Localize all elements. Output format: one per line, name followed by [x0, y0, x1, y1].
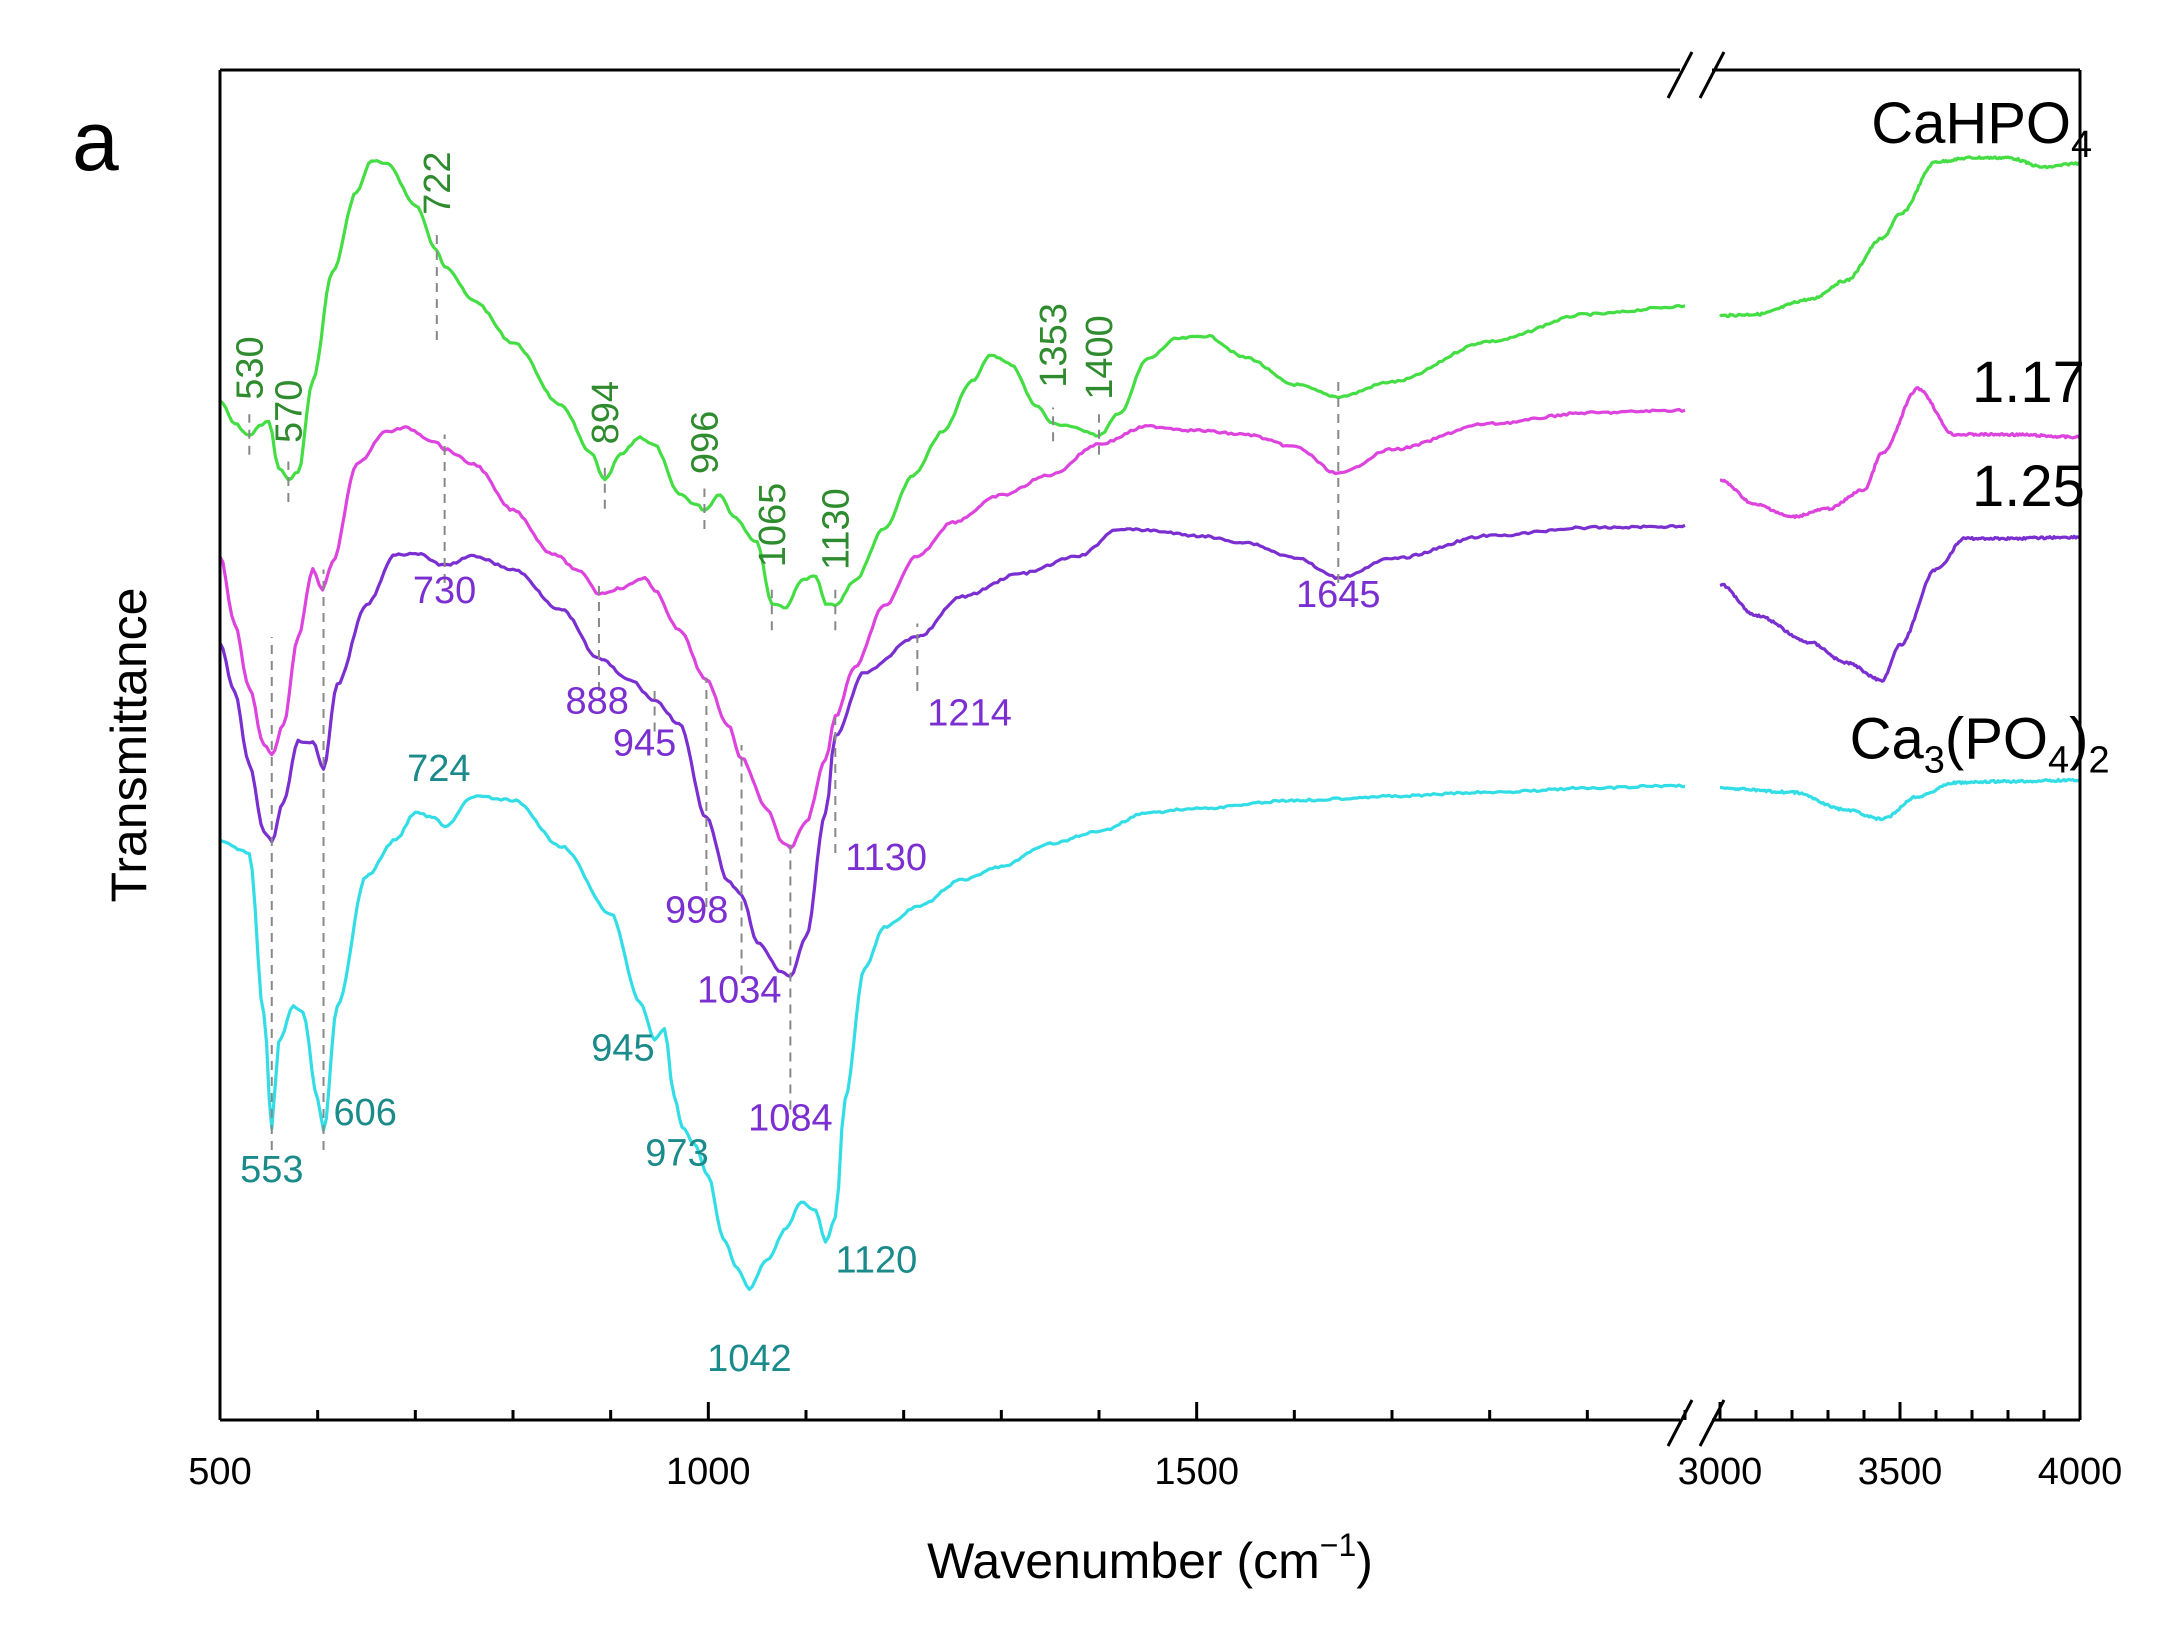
series-label-2: 1.25: [1972, 454, 2085, 519]
axes-frame: 500 1000 1500 3000 3500 4000: [188, 51, 2122, 1493]
axis-break-bottom: [1666, 1399, 1726, 1447]
axis-break-top: [1666, 51, 1726, 99]
peak-label-996: 996: [684, 411, 726, 474]
peak-label-973: 973: [645, 1133, 708, 1175]
peak-label-1065: 1065: [752, 483, 794, 568]
series-label-part: 4: [2048, 740, 2069, 782]
series-line-low-0: [218, 159, 1686, 610]
series-label-3: Ca3(PO4)2: [1850, 707, 2110, 782]
peak-label-1120: 1120: [836, 1239, 918, 1281]
panel-label: a: [72, 94, 119, 188]
peak-label-570: 570: [268, 380, 310, 443]
peak-label-894: 894: [585, 381, 627, 444]
series-label-1: 1.17: [1972, 350, 2085, 415]
series-line-high-3: [1719, 777, 2081, 822]
peak-label-1130: 1130: [815, 488, 857, 570]
series-1: [218, 386, 2082, 850]
x-axis-label-close: ): [1356, 1533, 1373, 1589]
series-layer: [218, 155, 2082, 1291]
series-2: [218, 523, 2081, 979]
peak-label-1042: 1042: [707, 1338, 792, 1380]
x-tick-label-1000: 1000: [666, 1451, 751, 1493]
series-0: [218, 155, 2081, 610]
series-label-main: CaHPO: [1871, 91, 2071, 156]
series-line-high-0: [1719, 155, 2081, 319]
series-label-part: Ca: [1850, 707, 1925, 772]
series-line-low-1: [218, 407, 1686, 850]
peak-label-888: 888: [565, 681, 628, 723]
peak-label-1130: 1130: [845, 837, 927, 879]
x-tick-label-500: 500: [188, 1451, 251, 1493]
peak-label-945: 945: [613, 722, 676, 764]
peak-label-1214: 1214: [927, 693, 1012, 735]
x-tick-layer: 500 1000 1500 3000 3500 4000: [188, 1402, 2122, 1493]
series-label-main: 1.25: [1972, 454, 2085, 519]
series-label-part: (PO: [1945, 707, 2048, 772]
x-axis-label: Wavenumber (cm−1): [927, 1527, 1373, 1589]
series-label-sub: 4: [2071, 124, 2092, 166]
y-axis-label: Transmittance: [101, 588, 157, 903]
x-tick-label-1500: 1500: [1154, 1451, 1239, 1493]
peak-label-724: 724: [407, 748, 470, 790]
peak-label-553: 553: [240, 1149, 303, 1191]
peak-label-722: 722: [417, 151, 459, 214]
series-line-high-1: [1719, 386, 2082, 520]
x-axis-label-main: Wavenumber (cm: [927, 1533, 1320, 1589]
peak-label-1034: 1034: [697, 969, 782, 1011]
peak-label-1084: 1084: [748, 1098, 833, 1140]
peak-label-945: 945: [591, 1027, 654, 1069]
peak-label-1353: 1353: [1033, 303, 1075, 388]
x-tick-label-3500: 3500: [1858, 1451, 1943, 1493]
peak-label-1400: 1400: [1079, 315, 1121, 400]
series-label-part: 2: [2088, 740, 2109, 782]
peak-label-1645: 1645: [1296, 574, 1381, 616]
series-line-low-2: [218, 523, 1686, 979]
series-line-high-2: [1719, 534, 2081, 683]
peak-label-606: 606: [334, 1092, 397, 1134]
peak-label-998: 998: [665, 890, 728, 932]
x-axis-label-sup: −1: [1320, 1527, 1356, 1563]
peak-label-530: 530: [229, 336, 271, 399]
series-3: [219, 777, 2081, 1291]
peak-label-730: 730: [413, 570, 476, 612]
series-label-main: 1.17: [1972, 350, 2085, 415]
series-label-part: 3: [1924, 740, 1945, 782]
series-line-low-3: [219, 783, 1686, 1291]
series-label-0: CaHPO4: [1871, 91, 2092, 166]
guide-layer: [248, 232, 1340, 1150]
x-tick-label-4000: 4000: [2038, 1451, 2123, 1493]
x-tick-label-3000: 3000: [1678, 1451, 1763, 1493]
